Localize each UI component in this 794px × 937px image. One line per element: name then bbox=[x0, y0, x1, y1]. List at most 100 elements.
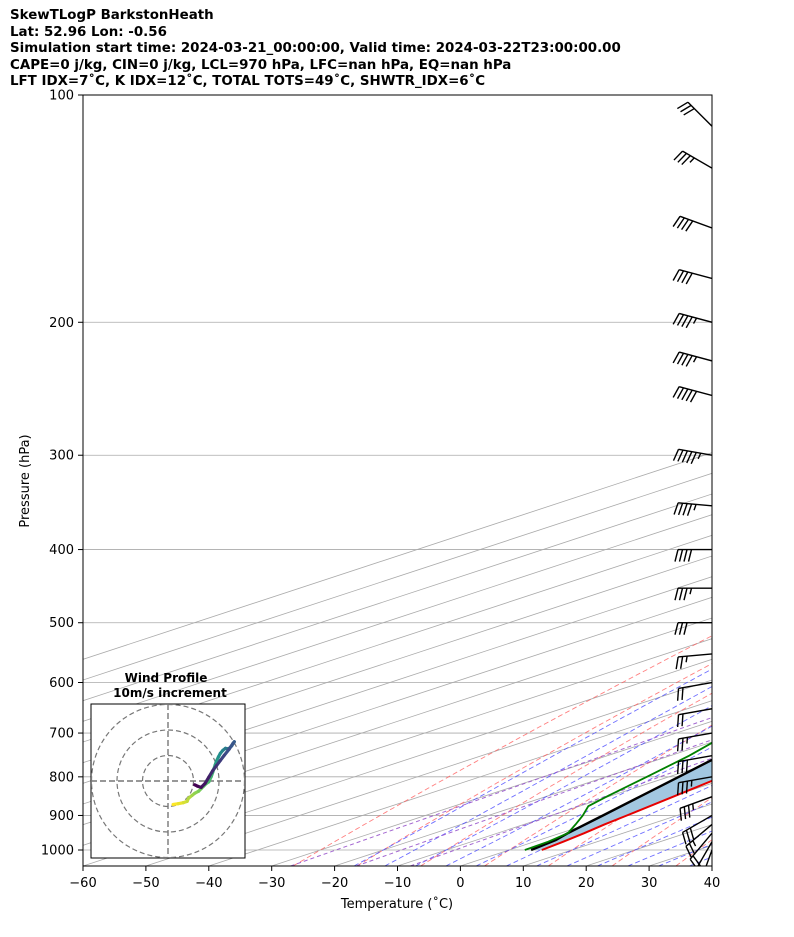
wind-barb-flag bbox=[685, 781, 689, 794]
y-tick-label: 400 bbox=[49, 543, 74, 558]
temperature-profile-line bbox=[541, 779, 712, 851]
wind-barb-staff bbox=[685, 823, 712, 847]
wind-barb-staff bbox=[678, 776, 712, 784]
wind-barb-flag bbox=[695, 871, 704, 880]
wind-barb-flag bbox=[677, 502, 684, 516]
wind-barb-flag bbox=[681, 738, 684, 751]
wind-barb-flag bbox=[685, 316, 693, 329]
wind-barb-flag bbox=[692, 855, 701, 866]
wind-barb-flag bbox=[689, 390, 698, 403]
wind-barb-flag bbox=[678, 588, 684, 601]
wind-barb-flag bbox=[681, 450, 689, 463]
hodograph-segment bbox=[193, 783, 199, 788]
dry-adiabat-line bbox=[292, 635, 712, 866]
wind-barb-half-flag bbox=[693, 504, 697, 511]
wind-barb-flag bbox=[675, 656, 679, 670]
x-tick-label: 10 bbox=[515, 876, 532, 891]
wind-barb-staff bbox=[678, 269, 712, 280]
wind-barb-flag bbox=[685, 220, 694, 232]
isotherm-line bbox=[83, 596, 712, 805]
x-tick-label: 40 bbox=[704, 876, 721, 891]
x-tick-label: −40 bbox=[195, 876, 222, 891]
wind-barb-staff bbox=[697, 841, 712, 866]
y-tick-label: 100 bbox=[49, 89, 74, 104]
wind-barb-flag bbox=[685, 759, 689, 773]
wind-barb-flag bbox=[686, 503, 693, 516]
y-tick-label: 800 bbox=[49, 770, 74, 785]
stability-parameters: CAPE=0 j/kg, CIN=0 j/kg, LCL=970 hPa, LF… bbox=[10, 57, 512, 73]
wind-barb-flag bbox=[678, 622, 684, 635]
x-tick-label: −30 bbox=[258, 876, 285, 891]
wind-barb-flag bbox=[677, 152, 687, 163]
wind-barb-flag bbox=[681, 354, 689, 366]
station-title: SkewTLogP BarkstonHeath bbox=[10, 8, 214, 23]
x-tick-label: −10 bbox=[384, 876, 411, 891]
y-tick-label: 200 bbox=[49, 316, 74, 331]
moist-adiabat-line bbox=[415, 705, 712, 866]
wind-barb-flag bbox=[681, 781, 684, 795]
hodograph-subtitle: 10m/s increment bbox=[113, 686, 227, 700]
cape-shaded-area bbox=[531, 759, 712, 850]
wind-barb-flag bbox=[683, 549, 688, 562]
wind-barb-flag bbox=[681, 219, 690, 231]
y-tick-label: 600 bbox=[49, 676, 74, 691]
dry-adiabats bbox=[292, 95, 794, 866]
wind-barb-staff bbox=[678, 448, 712, 456]
mixing-ratio-line bbox=[410, 757, 712, 866]
wind-barb bbox=[679, 796, 712, 821]
wind-barb-flag bbox=[676, 782, 680, 796]
wind-barb bbox=[689, 832, 712, 866]
wind-barb bbox=[675, 653, 712, 670]
x-axis-ticks: −60 −50 −40 −30 −20 −10 0 10 20 30 40 bbox=[69, 866, 720, 891]
hodograph-title: Wind Profile bbox=[125, 671, 208, 685]
wind-barb-flag bbox=[678, 549, 684, 562]
wind-barb-half-flag bbox=[689, 588, 693, 595]
wind-barb-half-flag bbox=[689, 157, 695, 163]
wind-barb-flag bbox=[681, 155, 691, 166]
wind-barb-flag bbox=[685, 355, 693, 367]
isotherm-line bbox=[208, 700, 712, 866]
wind-barb-flag bbox=[676, 688, 680, 701]
wind-barb-flag bbox=[672, 449, 680, 461]
y-tick-label: 700 bbox=[49, 727, 74, 742]
wind-barb-flag bbox=[676, 352, 685, 365]
wind-barb-staff bbox=[687, 101, 712, 127]
parcel-profile-line bbox=[530, 758, 712, 852]
wind-barb-staff bbox=[678, 681, 712, 690]
wind-barb bbox=[673, 502, 712, 516]
y-tick-label: 1000 bbox=[41, 844, 74, 859]
simulation-times: Simulation start time: 2024-03-21_00:00:… bbox=[10, 41, 621, 57]
isotherm-line bbox=[83, 472, 712, 681]
moist-adiabat-line bbox=[658, 843, 712, 866]
wind-barb-flag bbox=[688, 843, 696, 855]
wind-barb-flag bbox=[686, 451, 693, 464]
wind-barb-staff bbox=[678, 385, 712, 397]
wind-barb-flag bbox=[687, 805, 691, 818]
isotherm-line bbox=[83, 617, 712, 826]
wind-barb-flag bbox=[689, 858, 696, 866]
x-tick-label: 20 bbox=[578, 876, 595, 891]
moist-adiabat-line bbox=[720, 95, 794, 866]
x-tick-label: 0 bbox=[456, 876, 464, 891]
wind-barb-staff bbox=[678, 502, 712, 507]
wind-barb-flag bbox=[679, 656, 684, 669]
wind-barb-flag bbox=[679, 808, 683, 821]
wind-barb-staff bbox=[689, 832, 712, 860]
wind-barb bbox=[672, 385, 712, 403]
wind-barb-flag bbox=[674, 549, 679, 562]
station-coordinates: Lat: 52.96 Lon: -0.56 bbox=[10, 24, 167, 40]
y-axis-ticks: 1000 900 800 700 600 500 400 300 200 100 bbox=[41, 89, 83, 859]
wind-barb bbox=[676, 101, 712, 127]
wind-barb bbox=[676, 732, 712, 752]
wind-barb-flag bbox=[674, 622, 679, 635]
wind-barb-staff bbox=[679, 215, 712, 229]
moist-adiabat-line bbox=[627, 830, 712, 866]
dry-adiabat-line bbox=[740, 95, 794, 866]
wind-barb bbox=[674, 587, 712, 601]
moist-adiabats bbox=[353, 95, 794, 866]
wind-barb-flag bbox=[672, 313, 680, 325]
wind-barb-staff bbox=[678, 708, 712, 716]
isotherm-line bbox=[145, 679, 712, 866]
x-tick-label: 30 bbox=[641, 876, 658, 891]
wind-barb bbox=[676, 754, 712, 774]
